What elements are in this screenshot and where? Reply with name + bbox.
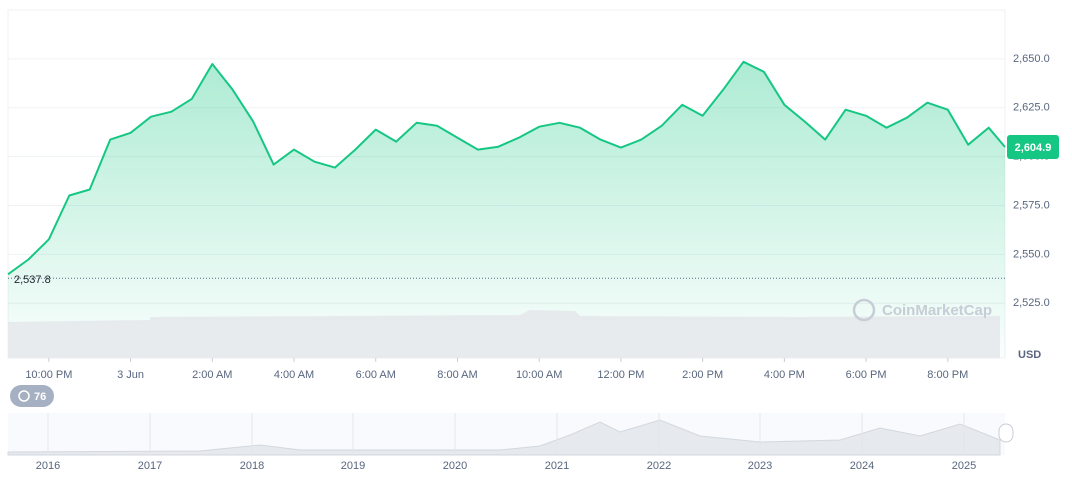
current-price-label: 2,604.9 bbox=[1015, 142, 1052, 154]
x-tick-label: 10:00 AM bbox=[516, 369, 562, 381]
open-price-label: 2,537.8 bbox=[14, 274, 51, 286]
navigator-year: 2024 bbox=[850, 460, 874, 472]
x-tick-label: 2:00 AM bbox=[192, 369, 232, 381]
history-badge[interactable]: 76 bbox=[10, 385, 54, 407]
y-tick-label: 2,575.0 bbox=[1013, 199, 1050, 211]
badge-icon bbox=[18, 390, 30, 402]
x-tick-label: 12:00 PM bbox=[597, 369, 644, 381]
area-fill bbox=[8, 61, 1005, 359]
current-price-tag bbox=[1007, 135, 1059, 160]
x-tick-label: 8:00 PM bbox=[927, 369, 968, 381]
navigator-year: 2023 bbox=[748, 460, 772, 472]
x-tick-label: 4:00 PM bbox=[764, 369, 805, 381]
x-tick-label: 8:00 AM bbox=[437, 369, 477, 381]
navigator-year: 2018 bbox=[240, 460, 264, 472]
navigator-year: 2017 bbox=[138, 460, 162, 472]
x-tick-label: 6:00 AM bbox=[356, 369, 396, 381]
navigator-area bbox=[7, 419, 1001, 456]
watermark-text: CoinMarketCap bbox=[882, 302, 992, 319]
navigator-year: 2016 bbox=[36, 460, 60, 472]
y-tick-label: 2,550.0 bbox=[1013, 248, 1050, 260]
y-tick-label: 2,650.0 bbox=[1013, 53, 1050, 65]
navigator-year: 2025 bbox=[952, 460, 976, 472]
watermark: CoinMarketCap bbox=[852, 298, 992, 322]
navigator-year: 2021 bbox=[545, 460, 569, 472]
x-tick-label: 6:00 PM bbox=[846, 369, 887, 381]
x-tick-label: 4:00 AM bbox=[274, 369, 314, 381]
navigator-handle[interactable] bbox=[998, 423, 1014, 443]
currency-label: USD bbox=[1018, 349, 1041, 361]
badge-text: 76 bbox=[34, 391, 46, 403]
price-line bbox=[7, 60, 1006, 276]
navigator-year: 2022 bbox=[647, 460, 671, 472]
x-tick-label: 3 Jun bbox=[117, 369, 144, 381]
navigator-year: 2019 bbox=[341, 460, 365, 472]
y-tick-label: 2,625.0 bbox=[1013, 102, 1050, 114]
badge-bg bbox=[10, 385, 54, 407]
x-tick-label: 10:00 PM bbox=[25, 369, 72, 381]
navigator-year: 2020 bbox=[443, 460, 467, 472]
x-tick-label: 2:00 PM bbox=[682, 369, 723, 381]
volume-band bbox=[8, 310, 1000, 358]
navigator bbox=[7, 413, 1014, 456]
y-tick-label: 2,525.0 bbox=[1013, 297, 1050, 309]
